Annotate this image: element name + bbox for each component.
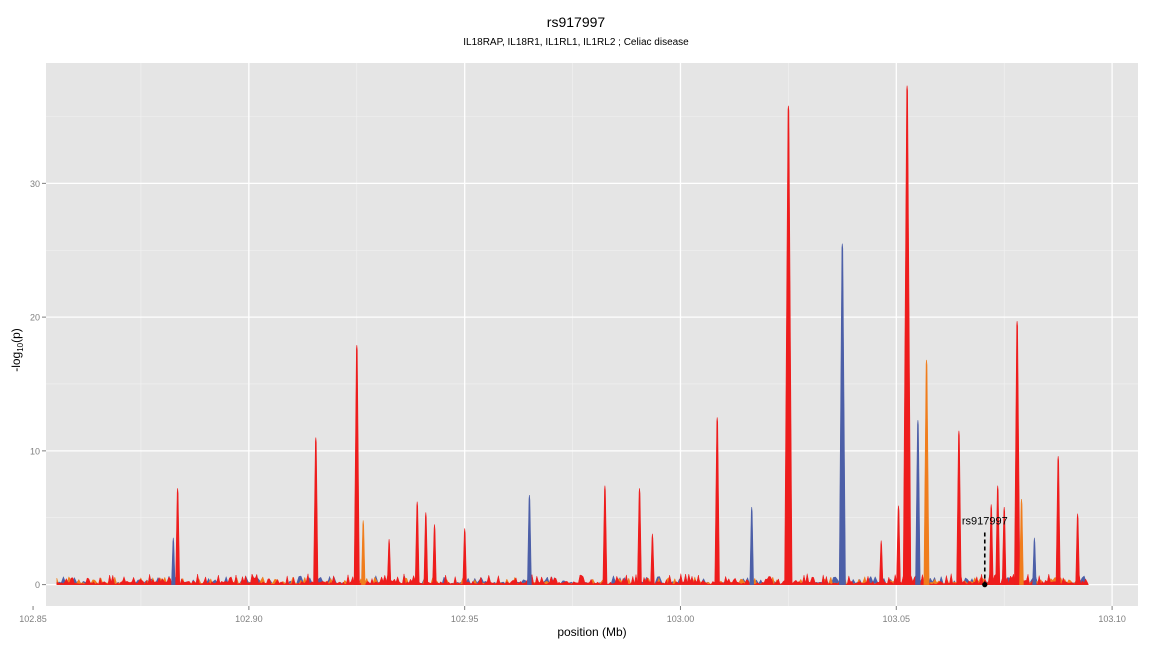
x-tick-label: 103.05 bbox=[883, 614, 911, 624]
y-axis-label-main: -log bbox=[8, 351, 23, 372]
peak-area bbox=[175, 488, 181, 585]
x-axis-label: position (Mb) bbox=[557, 625, 627, 639]
chart-title: rs917997 bbox=[546, 14, 606, 30]
peak-area bbox=[1019, 498, 1024, 585]
peak-area bbox=[432, 524, 437, 585]
plot-panel bbox=[46, 63, 1138, 606]
y-axis-label: -log10(p) bbox=[9, 328, 25, 372]
y-axis-label-subscript: 10 bbox=[16, 342, 26, 352]
peak-area bbox=[386, 539, 392, 585]
peak-area bbox=[995, 485, 1001, 585]
peak-area bbox=[749, 506, 754, 585]
x-tick-label: 103.00 bbox=[667, 614, 695, 624]
peak-area bbox=[915, 420, 921, 585]
peak-area bbox=[838, 243, 846, 585]
peak-area bbox=[1075, 513, 1080, 585]
x-tick-label: 103.10 bbox=[1098, 614, 1126, 624]
chart-subtitle: IL18RAP, IL18R1, IL1RL1, IL1RL2 ; Celiac… bbox=[463, 37, 689, 48]
peak-area bbox=[602, 485, 608, 585]
peak-area bbox=[361, 520, 366, 585]
y-axis-label-tail: (p) bbox=[8, 328, 23, 343]
peak-area bbox=[902, 85, 912, 585]
peak-area bbox=[353, 345, 360, 585]
peak-area bbox=[1001, 506, 1007, 585]
peak-area bbox=[462, 528, 467, 585]
peak-area bbox=[414, 501, 420, 585]
peak-area bbox=[423, 512, 429, 585]
peak-area bbox=[1055, 456, 1061, 585]
y-tick-label: 0 bbox=[35, 580, 40, 590]
peak-area bbox=[784, 105, 793, 585]
annotation-label: rs917997 bbox=[962, 515, 1008, 527]
peak-area bbox=[650, 533, 655, 585]
peak-area bbox=[527, 494, 532, 585]
peak-area bbox=[896, 505, 901, 585]
y-tick-label: 10 bbox=[30, 446, 40, 456]
peak-area bbox=[879, 540, 884, 585]
peak-area bbox=[1014, 321, 1021, 585]
peak-area bbox=[714, 417, 720, 585]
peak-area bbox=[988, 504, 994, 585]
y-tick-label: 30 bbox=[30, 179, 40, 189]
peak-area bbox=[923, 359, 930, 585]
peak-area bbox=[956, 430, 962, 585]
peak-area bbox=[1032, 537, 1037, 585]
peak-area bbox=[637, 488, 642, 585]
x-tick-label: 102.90 bbox=[235, 614, 263, 624]
y-tick-label: 20 bbox=[30, 313, 40, 323]
x-tick-label: 102.95 bbox=[451, 614, 479, 624]
annotation-point bbox=[982, 582, 988, 588]
x-tick-label: 102.85 bbox=[19, 614, 47, 624]
peak-area bbox=[171, 537, 176, 585]
peak-area bbox=[313, 437, 319, 585]
